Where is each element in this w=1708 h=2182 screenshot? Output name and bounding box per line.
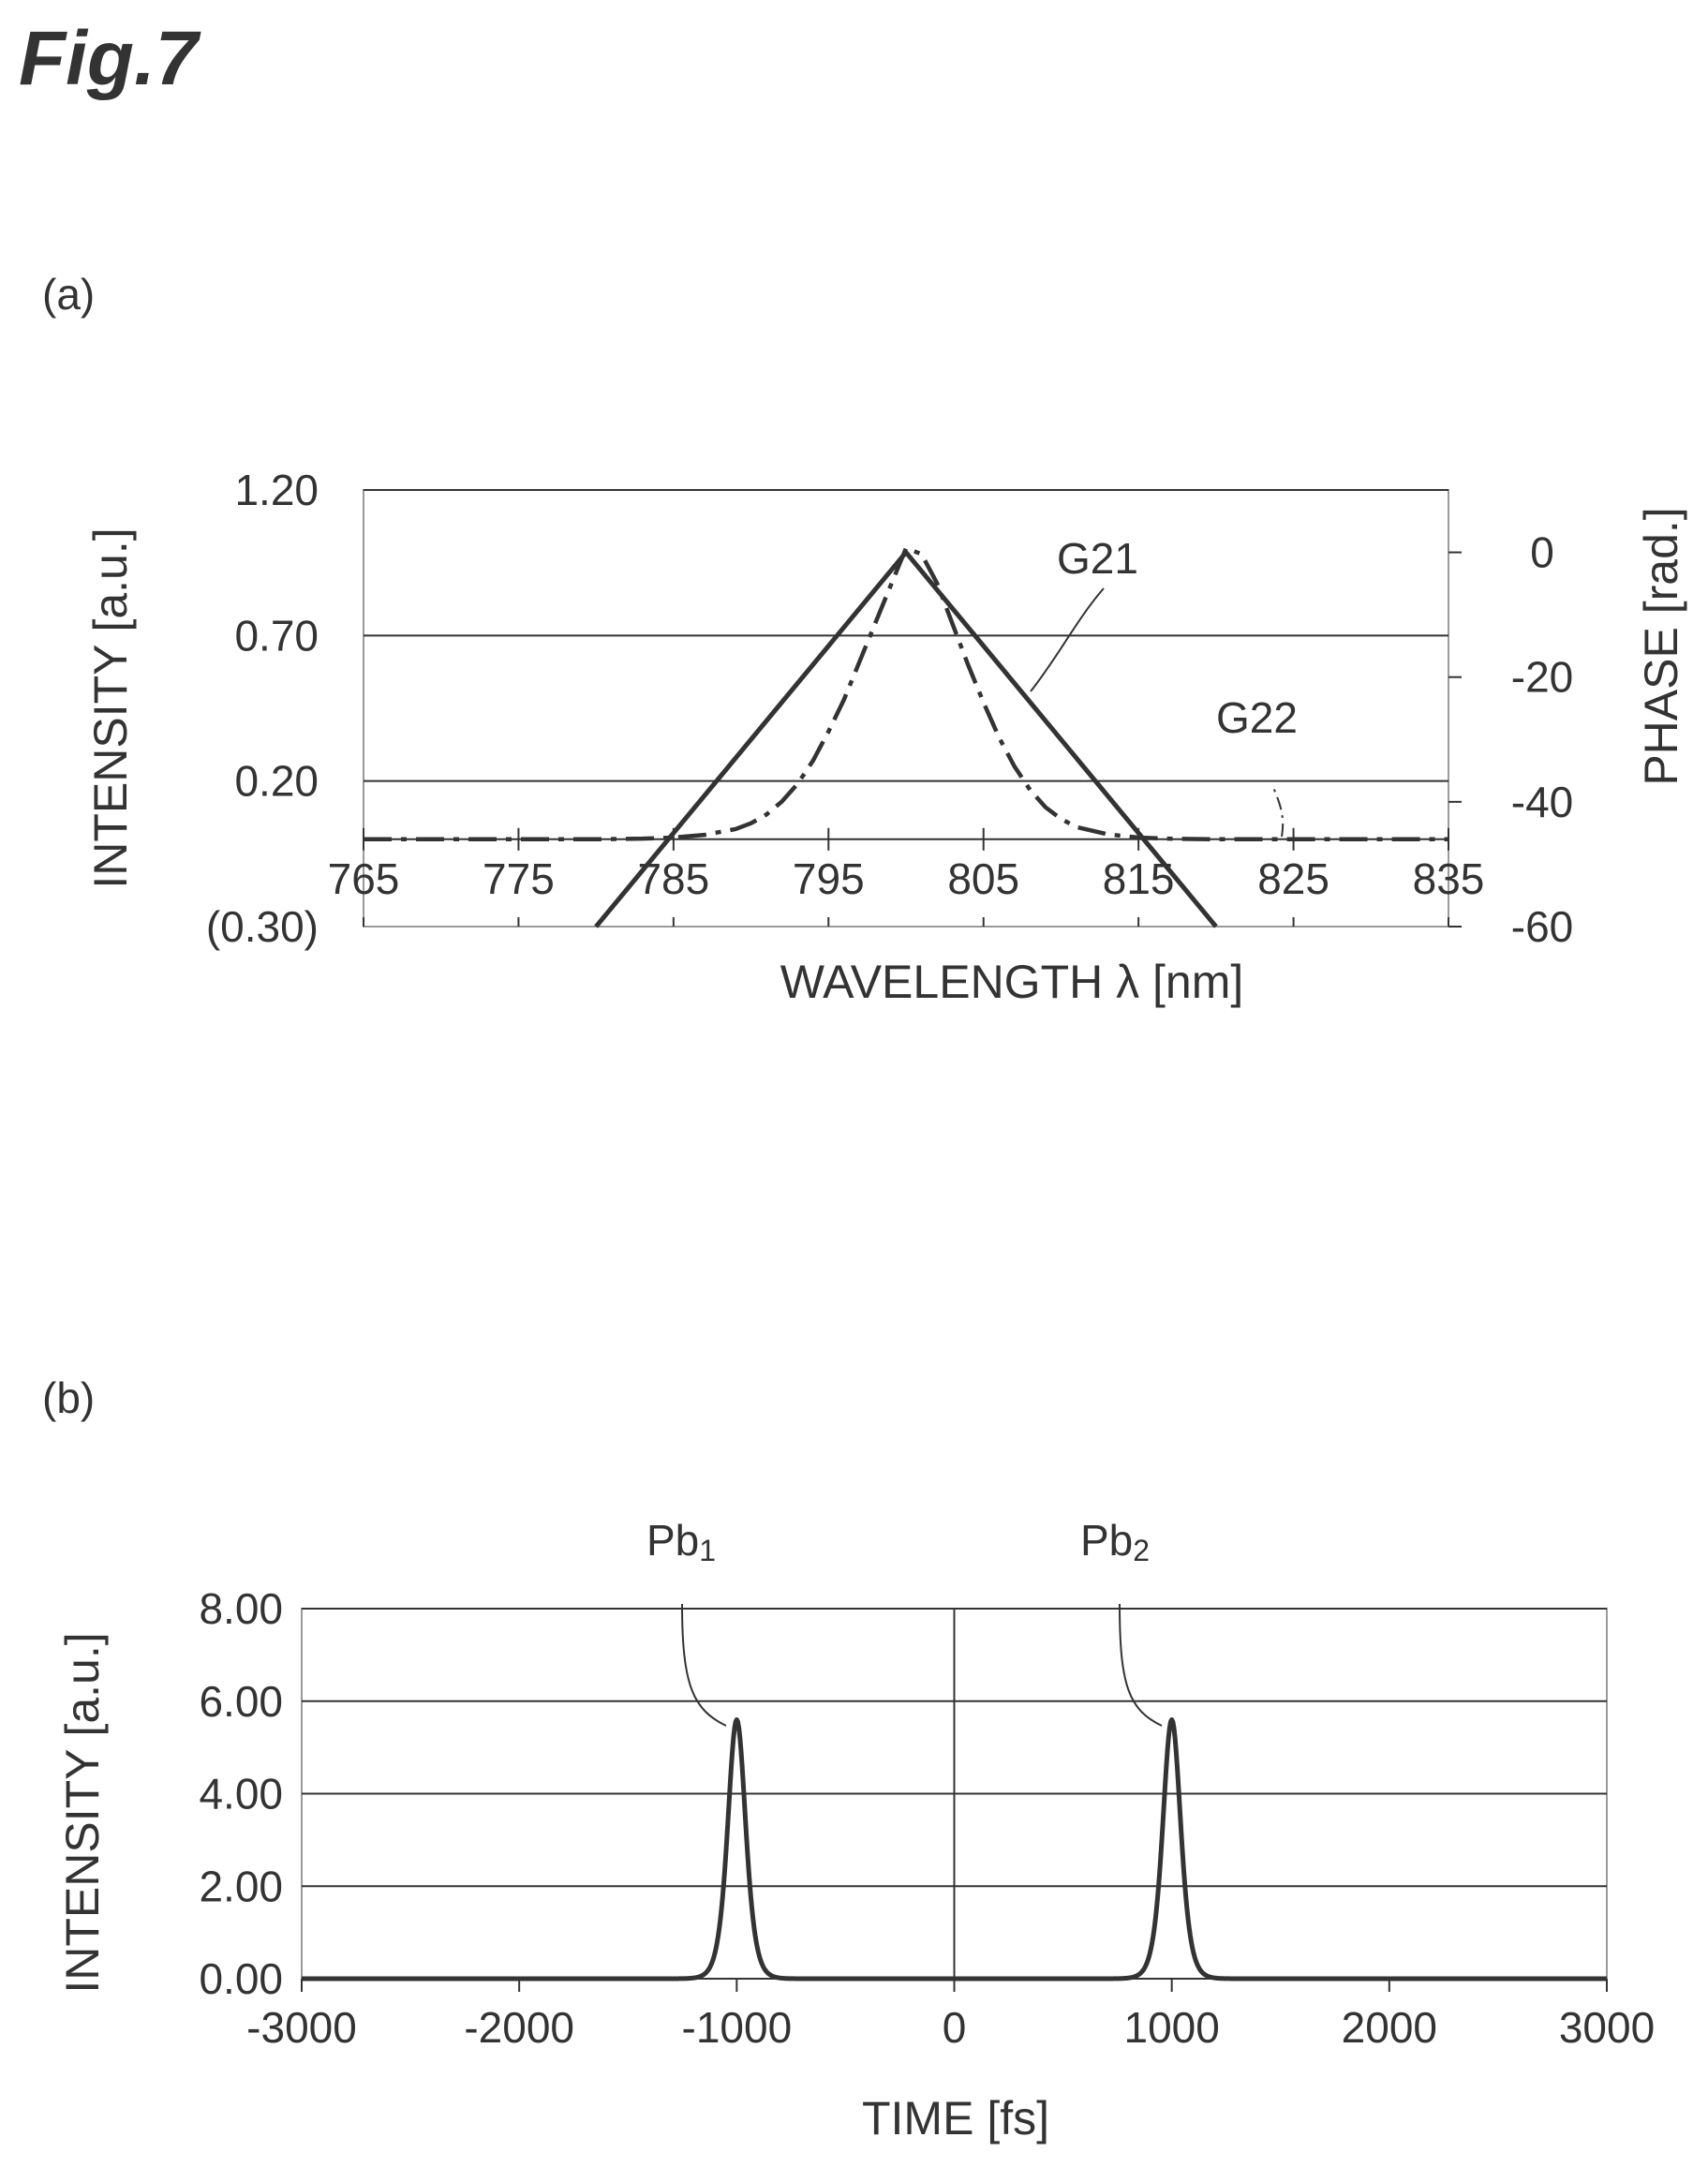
g21-label: G21 (1057, 534, 1138, 583)
panel-b-y-axis-title: INTENSITY [a.u.] (56, 1632, 109, 1993)
a-y-tick-label: (0.30) (206, 902, 319, 951)
pb2-leader-line (1119, 1603, 1163, 1727)
pb1-leader-line (681, 1603, 727, 1727)
panel-b-x-axis-title: TIME [fs] (862, 2092, 1049, 2145)
a-x-tick-label: 765 (328, 854, 400, 903)
b-x-tick-label: -2000 (464, 2003, 574, 2052)
g21-leader-line (1030, 587, 1105, 692)
a-x-tick-label: 805 (947, 854, 1019, 903)
pb1-label: Pb1 (646, 1516, 716, 1567)
panel-b: (b) 8.00 6.00 4.00 2.00 0.00 -3000 -2000… (42, 1373, 1655, 2145)
panel-a-y2-axis-title: PHASE [rad.] (1635, 507, 1687, 785)
b-y-tick-label: 6.00 (199, 1677, 283, 1726)
panel-b-x-tick-labels: -3000 -2000 -1000 0 1000 2000 3000 (246, 2003, 1655, 2052)
panel-b-y-tick-labels: 8.00 6.00 4.00 2.00 0.00 (199, 1584, 283, 2003)
b-y-tick-label: 0.00 (199, 1954, 283, 2003)
panel-a-x-tick-labels: 765 775 785 795 805 815 825 835 (328, 854, 1485, 903)
a-y2-tick-label: -60 (1511, 902, 1573, 951)
a-y2-tick-label: -20 (1511, 653, 1573, 702)
a-y-tick-label: 0.20 (234, 757, 319, 806)
panel-b-label: (b) (42, 1373, 95, 1422)
a-x-tick-label: 835 (1413, 854, 1485, 903)
a-y2-tick-label: 0 (1530, 528, 1554, 577)
pb2-label: Pb2 (1080, 1516, 1150, 1567)
b-y-tick-label: 2.00 (199, 1862, 283, 1910)
b-y-tick-label: 4.00 (199, 1770, 283, 1818)
b-x-tick-label: 1000 (1123, 2003, 1219, 2052)
a-y-tick-label: 1.20 (234, 466, 319, 514)
panel-a-x-axis-title: WAVELENGTH λ [nm] (780, 956, 1244, 1008)
a-x-tick-label: 795 (793, 854, 865, 903)
panel-b-gridlines (302, 1608, 1607, 1980)
pb1-label-subscript: 1 (699, 1534, 716, 1567)
b-x-tick-label: 3000 (1559, 2003, 1655, 2052)
series-g22-line (364, 545, 1448, 842)
panel-a-label: (a) (42, 270, 95, 319)
a-y2-tick-label: -40 (1511, 778, 1573, 826)
b-x-tick-label: -1000 (682, 2003, 793, 2052)
g22-label: G22 (1216, 693, 1298, 742)
a-x-tick-label: 825 (1257, 854, 1329, 903)
panel-a-y-tick-labels: 1.20 0.70 0.20 (0.30) (206, 466, 319, 951)
b-y-tick-label: 8.00 (199, 1584, 283, 1633)
figure-title: Fig.7 (19, 16, 201, 101)
b-x-tick-label: -3000 (246, 2003, 357, 2052)
panel-a-gridlines (364, 489, 1448, 840)
b-x-tick-label: 0 (943, 2003, 967, 2052)
panel-a: (a) 1.20 0.70 0.20 (0.30) 0 -20 -40 -60 … (42, 270, 1687, 1008)
pb2-label-text: Pb (1080, 1516, 1133, 1565)
g22-leader-line (1271, 784, 1285, 838)
b-x-tick-label: 2000 (1342, 2003, 1437, 2052)
pb1-label-text: Pb (646, 1516, 699, 1565)
series-pulse-train-line (300, 1717, 1609, 1982)
pb2-label-subscript: 2 (1133, 1534, 1150, 1567)
panel-a-y2-tick-labels: 0 -20 -40 -60 (1511, 528, 1573, 951)
a-x-tick-label: 775 (483, 854, 555, 903)
a-y-tick-label: 0.70 (234, 611, 319, 660)
panel-a-y-axis-title: INTENSITY [a.u.] (84, 527, 137, 888)
